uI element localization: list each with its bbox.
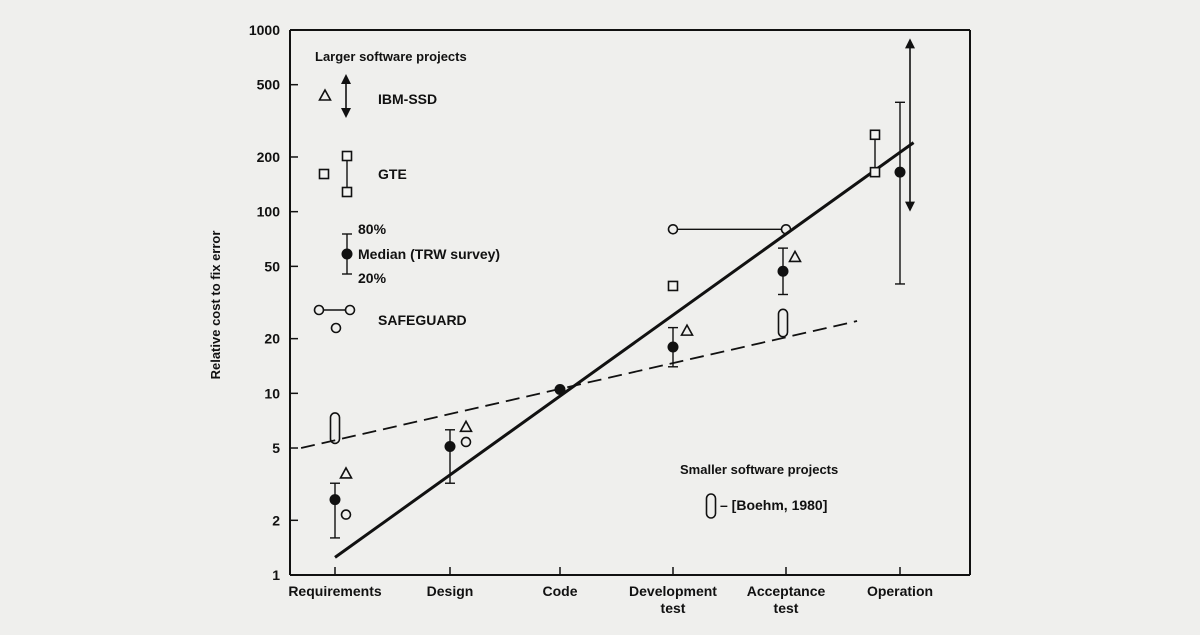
y-tick-label: 1000 — [249, 22, 280, 38]
legend-larger-title: Larger software projects — [315, 49, 467, 64]
gte-point — [667, 280, 679, 292]
y-tick-label: 2 — [272, 512, 280, 528]
median-point — [894, 166, 906, 178]
ibm-ssd-point — [459, 419, 473, 433]
x-tick-label: test — [774, 600, 799, 616]
legend-square-icon — [318, 168, 330, 180]
legend-range-arrow-icon-head — [341, 108, 351, 118]
ibm-range-arrow-head — [905, 201, 915, 212]
x-tick-label: Acceptance — [747, 583, 826, 599]
safeguard-point — [460, 436, 472, 448]
ibm-ssd-point — [680, 323, 694, 336]
y-axis: 1 2 5 10 20 50 100 200 500 1000 — [249, 22, 298, 583]
x-tick-label: Code — [543, 583, 578, 599]
y-tick-label: 1 — [272, 567, 280, 583]
legend-median-dot-icon — [341, 248, 353, 260]
median-point — [667, 341, 679, 353]
dashed-trend-line — [300, 320, 858, 449]
x-tick-label: Operation — [867, 583, 933, 599]
gte-point — [869, 129, 881, 141]
solid-trend-line — [334, 141, 915, 559]
legend: Larger software projects IBM-SSD GTE 80%… — [313, 49, 838, 519]
x-axis: Requirements Design Code DevelopmenttestAcc… — [288, 567, 933, 616]
y-axis-label: Relative cost to fix error — [208, 231, 223, 380]
legend-safeguard-label: SAFEGUARD — [378, 312, 467, 328]
y-tick-label: 20 — [264, 331, 280, 347]
safeguard-point — [340, 509, 352, 520]
legend-oval-icon — [705, 493, 717, 519]
median-point — [554, 383, 566, 395]
y-tick-label: 50 — [264, 258, 280, 274]
legend-ibm-label: IBM-SSD — [378, 91, 437, 107]
ibm-range-arrow-head — [905, 38, 915, 49]
trendlines — [300, 141, 915, 559]
legend-open-circle-icon — [330, 322, 342, 334]
legend-symbols — [313, 74, 717, 519]
safeguard-point — [667, 223, 679, 235]
y-tick-label: 100 — [257, 204, 281, 220]
plot-frame — [289, 29, 971, 576]
y-tick-label: 500 — [257, 77, 281, 93]
boehm-range-oval — [777, 308, 789, 338]
legend-80-percent-label: 80% — [358, 221, 387, 237]
x-tick-label: Development — [629, 583, 717, 599]
ibm-ssd-point — [788, 249, 802, 263]
y-tick-label: 10 — [264, 385, 280, 401]
boehm-range-oval — [329, 412, 341, 445]
data-marks — [329, 38, 915, 539]
legend-open-circle-icon — [344, 304, 356, 316]
median-point — [329, 494, 341, 506]
legend-median-label: Median (TRW survey) — [358, 246, 500, 262]
median-point — [444, 440, 456, 452]
x-tick-label: Requirements — [288, 583, 382, 599]
legend-triangle-icon — [318, 88, 332, 101]
y-tick-label: 200 — [257, 149, 281, 165]
legend-smaller-title: Smaller software projects — [680, 462, 838, 477]
x-tick-label: Design — [427, 583, 474, 599]
median-point — [777, 265, 789, 277]
gte-point — [869, 166, 881, 178]
legend-square-icon — [341, 150, 353, 162]
legend-open-circle-icon — [313, 304, 325, 316]
legend-boehm-label: – [Boehm, 1980] — [720, 497, 827, 513]
legend-range-arrow-icon-head — [341, 74, 351, 84]
legend-gte-label: GTE — [378, 166, 407, 182]
y-tick-label: 5 — [272, 440, 280, 456]
x-tick-label: test — [661, 600, 686, 616]
legend-20-percent-label: 20% — [358, 270, 387, 286]
legend-square-icon — [341, 186, 353, 198]
ibm-ssd-point — [339, 466, 353, 479]
